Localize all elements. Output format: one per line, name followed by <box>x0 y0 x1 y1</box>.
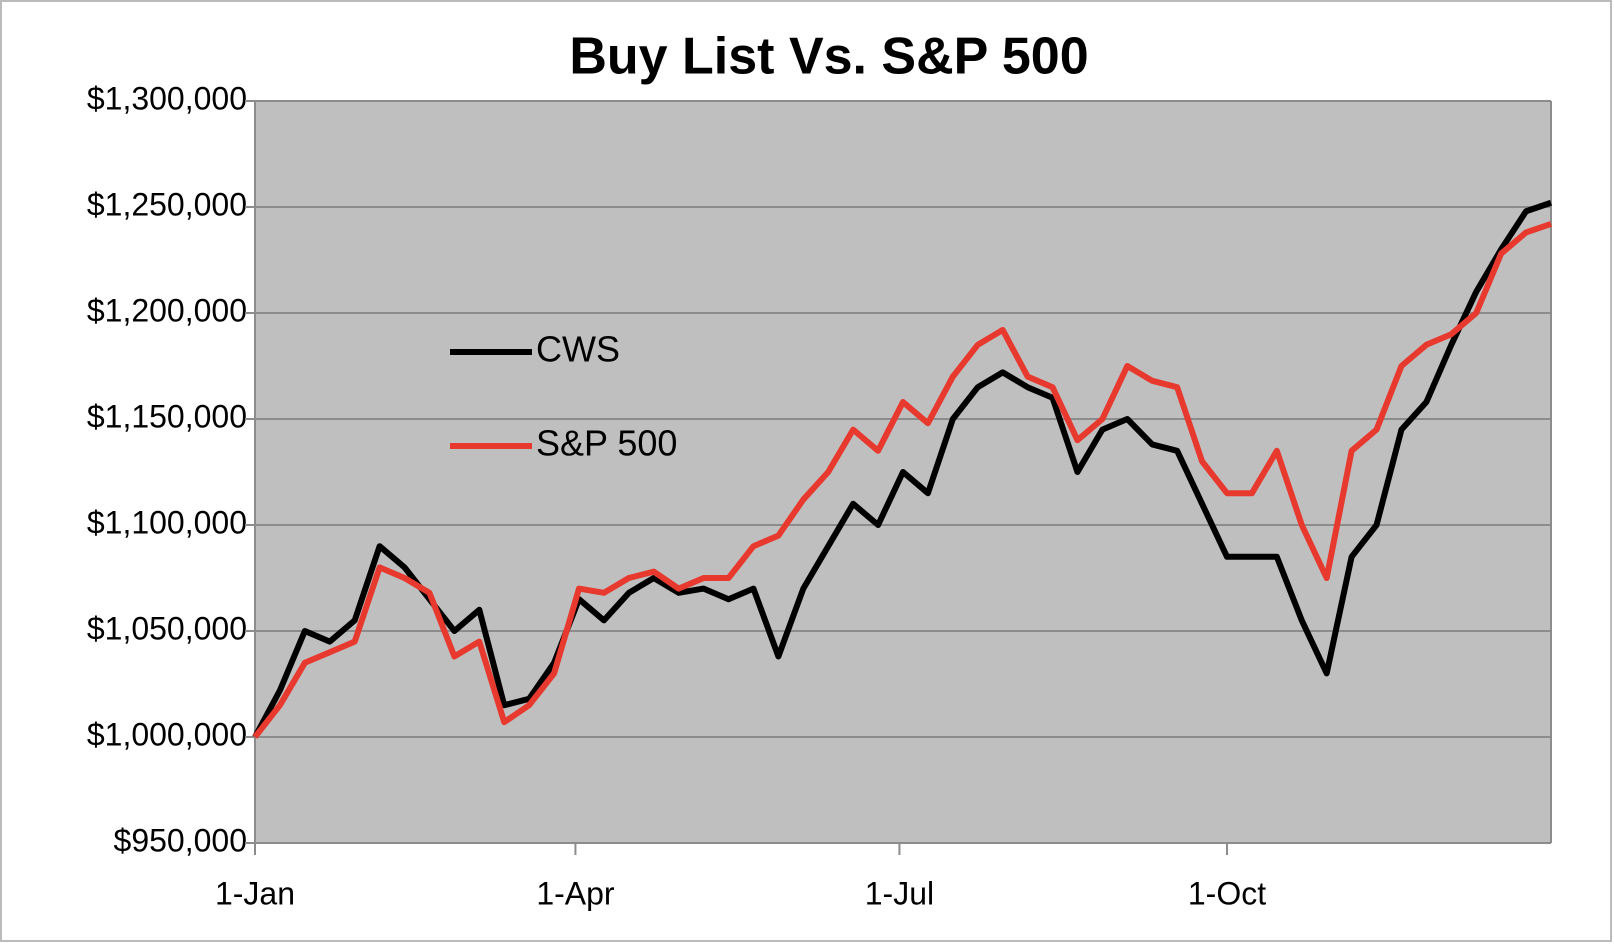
x-tick-label: 1-Jan <box>215 875 295 911</box>
y-tick-label: $1,300,000 <box>87 80 247 116</box>
chart-title: Buy List Vs. S&P 500 <box>569 28 1088 86</box>
y-tick-label: $1,250,000 <box>87 186 247 222</box>
legend-label: CWS <box>536 329 620 370</box>
y-tick-label: $1,150,000 <box>87 398 247 434</box>
line-series <box>252 199 1552 739</box>
y-tick-label: $950,000 <box>114 822 247 858</box>
x-tick-label: 1-Apr <box>536 875 615 911</box>
y-tick-label: $1,100,000 <box>87 504 247 540</box>
legend-label: S&P 500 <box>536 423 677 464</box>
y-tick-label: $1,050,000 <box>87 610 247 646</box>
x-tick-label: 1-Jul <box>865 875 934 911</box>
x-tick-label: 1-Oct <box>1188 875 1266 911</box>
y-tick-label: $1,000,000 <box>87 716 247 752</box>
line-series <box>252 221 1552 739</box>
y-tick-label: $1,200,000 <box>87 292 247 328</box>
